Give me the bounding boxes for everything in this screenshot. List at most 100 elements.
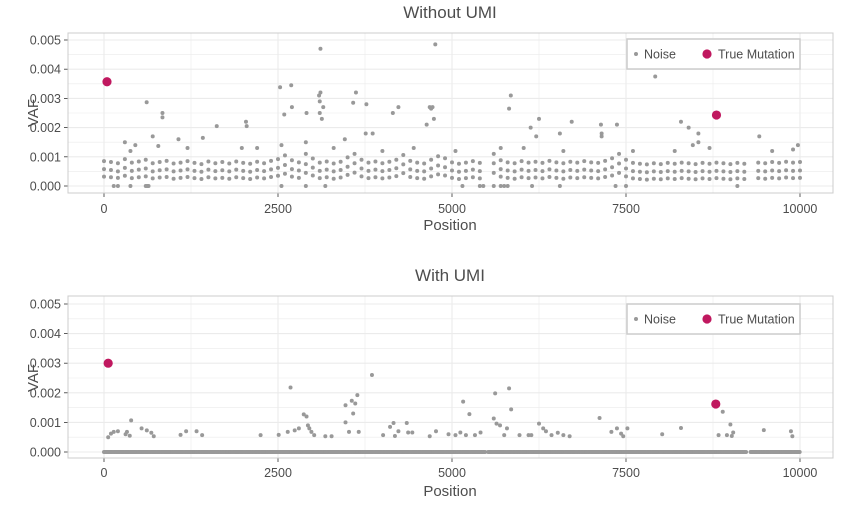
noise-point (512, 169, 517, 174)
noise-point (540, 169, 545, 174)
noise-point (679, 160, 684, 165)
noise-point (310, 165, 315, 170)
noise-point (693, 169, 698, 174)
noise-point (756, 168, 761, 173)
noise-point (415, 176, 420, 181)
noise-point (269, 167, 274, 172)
noise-point (296, 175, 301, 180)
x-tick-label: 0 (101, 202, 108, 216)
noise-point (262, 169, 267, 174)
noise-point (157, 175, 162, 180)
noise-point (171, 161, 176, 166)
noise-point (184, 429, 189, 434)
noise-point (582, 159, 587, 164)
noise-point (686, 125, 691, 130)
noise-point (665, 176, 670, 181)
noise-point (276, 432, 281, 437)
noise-point (156, 143, 161, 148)
noise-point (458, 430, 463, 435)
noise-point (493, 391, 498, 396)
noise-point (742, 169, 747, 174)
noise-point (617, 151, 622, 156)
noise-point (534, 134, 539, 139)
noise-point (450, 175, 454, 180)
x-tick-label: 7500 (612, 202, 640, 216)
noise-point (446, 432, 451, 437)
noise-point (351, 100, 356, 105)
noise-point (721, 176, 726, 181)
noise-point (185, 174, 190, 179)
x-tick-label: 2500 (264, 202, 292, 216)
noise-point (653, 74, 658, 79)
noise-point (517, 433, 522, 438)
noise-point (278, 85, 283, 90)
noise-point (391, 420, 396, 425)
legend-true-mutation-marker (702, 314, 712, 324)
noise-point (467, 412, 472, 417)
noise-point (178, 168, 183, 173)
noise-point (408, 158, 413, 163)
panel-with-umi: With UMI Position VAF 0.000 0.001 0.002 0.0… (25, 266, 834, 500)
noise-point (603, 174, 608, 179)
noise-point (770, 168, 775, 173)
noise-point (463, 176, 468, 181)
noise-point (185, 146, 190, 151)
y-tick-label: 0.001 (30, 150, 61, 164)
noise-point (507, 386, 512, 391)
noise-point (561, 161, 566, 166)
noise-point (678, 426, 683, 431)
noise-point (318, 90, 323, 95)
noise-point (777, 160, 782, 165)
noise-point (589, 168, 594, 173)
noise-point (206, 159, 211, 164)
noise-point (380, 148, 385, 153)
noise-point (795, 143, 800, 148)
noise-point (296, 426, 301, 431)
noise-point (589, 175, 594, 180)
noise-point (700, 176, 705, 181)
noise-point (241, 176, 246, 181)
noise-point (387, 167, 392, 172)
noise-point (144, 100, 149, 105)
noise-point (436, 154, 441, 159)
noise-point (241, 168, 246, 173)
noise-point (373, 159, 378, 164)
noise-point (346, 429, 351, 434)
noise-point (115, 429, 120, 434)
noise-point (390, 111, 395, 115)
noise-point (176, 137, 181, 142)
noise-point (609, 429, 614, 434)
legend-true-mutation-label: True Mutation (718, 313, 795, 327)
noise-point (613, 184, 618, 188)
noise-point (227, 161, 232, 166)
noise-point (644, 177, 649, 182)
noise-point (756, 176, 761, 181)
noise-point (693, 162, 698, 167)
noise-point (502, 184, 507, 188)
noise-point (714, 168, 719, 173)
legend-box (626, 303, 801, 335)
noise-point (317, 168, 322, 173)
noise-point (255, 167, 260, 172)
noise-point (784, 159, 789, 164)
noise-point (408, 174, 413, 179)
noise-point (122, 173, 127, 178)
y-tick-label: 0.000 (30, 180, 61, 194)
noise-point (129, 418, 134, 423)
noise-point (429, 174, 434, 179)
noise-point (598, 122, 603, 127)
noise-point (470, 159, 475, 164)
noise-point (567, 434, 572, 439)
noise-point (672, 169, 677, 174)
noise-point (554, 175, 559, 180)
noise-point (582, 167, 587, 172)
noise-point (422, 169, 427, 174)
x-tick-label: 10000 (783, 202, 818, 216)
noise-point (519, 175, 524, 180)
noise-point (672, 176, 677, 181)
noise-points (102, 42, 802, 188)
noise-point (343, 420, 348, 425)
noise-point (477, 176, 482, 181)
noise-point (351, 411, 356, 416)
noise-point (149, 430, 154, 435)
